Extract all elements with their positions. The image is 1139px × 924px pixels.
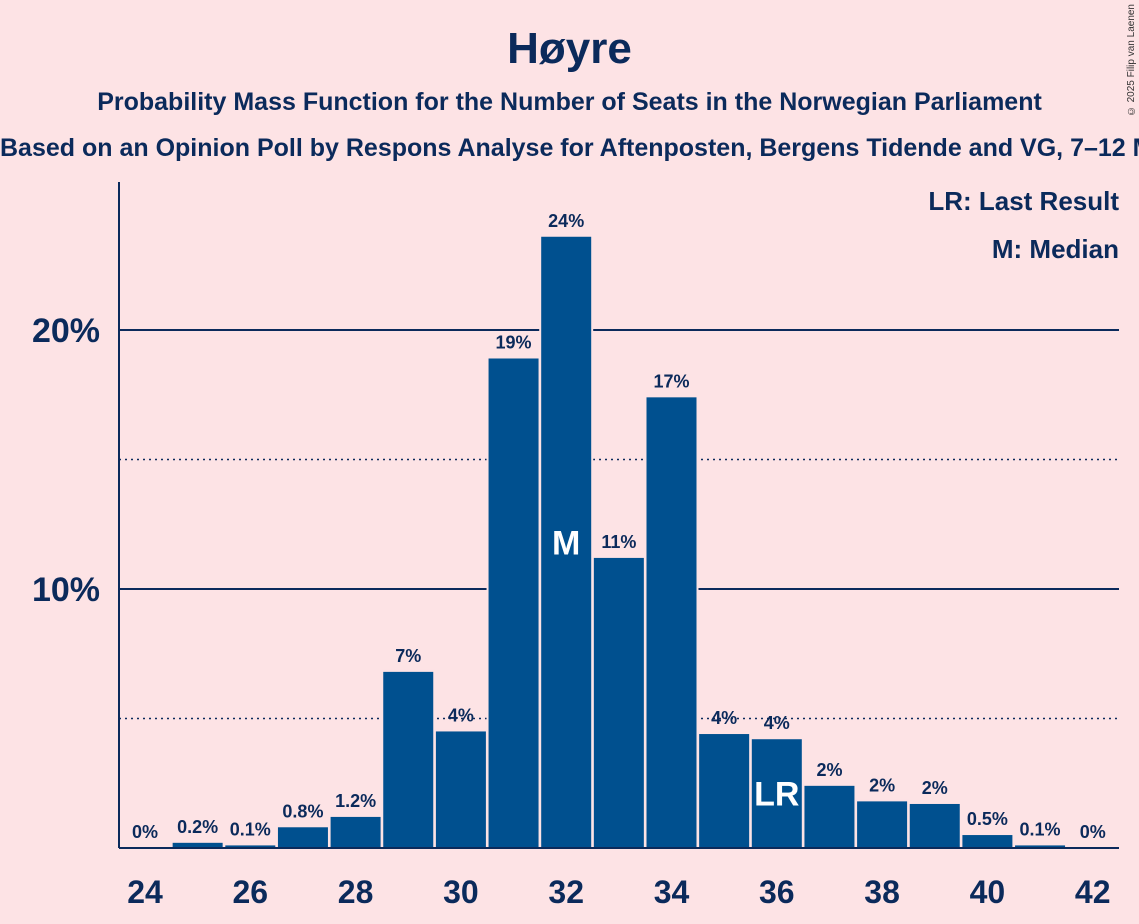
bar-value-label: 4% — [764, 713, 790, 733]
bar — [488, 358, 539, 848]
x-tick-label: 32 — [548, 874, 584, 910]
x-tick-label: 34 — [654, 874, 690, 910]
bar — [330, 816, 381, 848]
legend-median: M: Median — [991, 234, 1119, 264]
bar-value-label: 0.1% — [1020, 819, 1061, 839]
y-tick-label: 20% — [32, 312, 100, 350]
legend-last-result: LR: Last Result — [928, 186, 1119, 216]
x-tick-label: 36 — [759, 874, 795, 910]
bar-value-label: 0.1% — [230, 819, 271, 839]
x-tick-label: 26 — [233, 874, 269, 910]
bar — [435, 731, 486, 848]
median-marker: M — [552, 524, 580, 562]
bar-value-label: 2% — [922, 778, 948, 798]
x-tick-label: 38 — [864, 874, 900, 910]
bar-value-label: 19% — [496, 332, 532, 352]
bar — [541, 236, 592, 848]
x-tick-label: 42 — [1075, 874, 1111, 910]
chart-title: Høyre — [507, 24, 632, 73]
bar-value-label: 0.5% — [967, 809, 1008, 829]
bar-value-label: 0.2% — [177, 817, 218, 837]
bar — [751, 739, 802, 848]
bar — [857, 801, 908, 848]
bar — [909, 803, 960, 848]
bar-value-label: 17% — [653, 371, 689, 391]
bar-value-label: 7% — [395, 646, 421, 666]
chart-subtitle: Probability Mass Function for the Number… — [97, 88, 1042, 116]
bar — [646, 397, 697, 848]
x-tick-label: 30 — [443, 874, 479, 910]
bar — [225, 845, 276, 848]
bar — [383, 671, 434, 848]
x-tick-label: 24 — [127, 874, 163, 910]
x-tick-label: 40 — [970, 874, 1006, 910]
bar-value-label: 0% — [1080, 822, 1106, 842]
bar — [277, 827, 328, 848]
x-tick-label: 28 — [338, 874, 374, 910]
bar-value-label: 0.8% — [282, 801, 323, 821]
bar-value-label: 4% — [711, 708, 737, 728]
chart-source: Based on an Opinion Poll by Respons Anal… — [0, 134, 1139, 162]
bar — [804, 785, 855, 848]
last-result-marker: LR — [754, 776, 799, 814]
bar — [172, 842, 223, 848]
bar — [699, 734, 750, 848]
bar — [593, 557, 644, 848]
bar-value-label: 0% — [132, 822, 158, 842]
bar-value-label: 2% — [816, 760, 842, 780]
bar-value-label: 24% — [548, 211, 584, 231]
y-tick-label: 10% — [32, 571, 100, 609]
bar-value-label: 2% — [869, 775, 895, 795]
bar — [962, 835, 1013, 848]
bar-value-label: 1.2% — [335, 791, 376, 811]
bar — [1015, 845, 1066, 848]
bar-value-label: 11% — [601, 532, 636, 552]
bar-value-label: 4% — [448, 705, 474, 725]
